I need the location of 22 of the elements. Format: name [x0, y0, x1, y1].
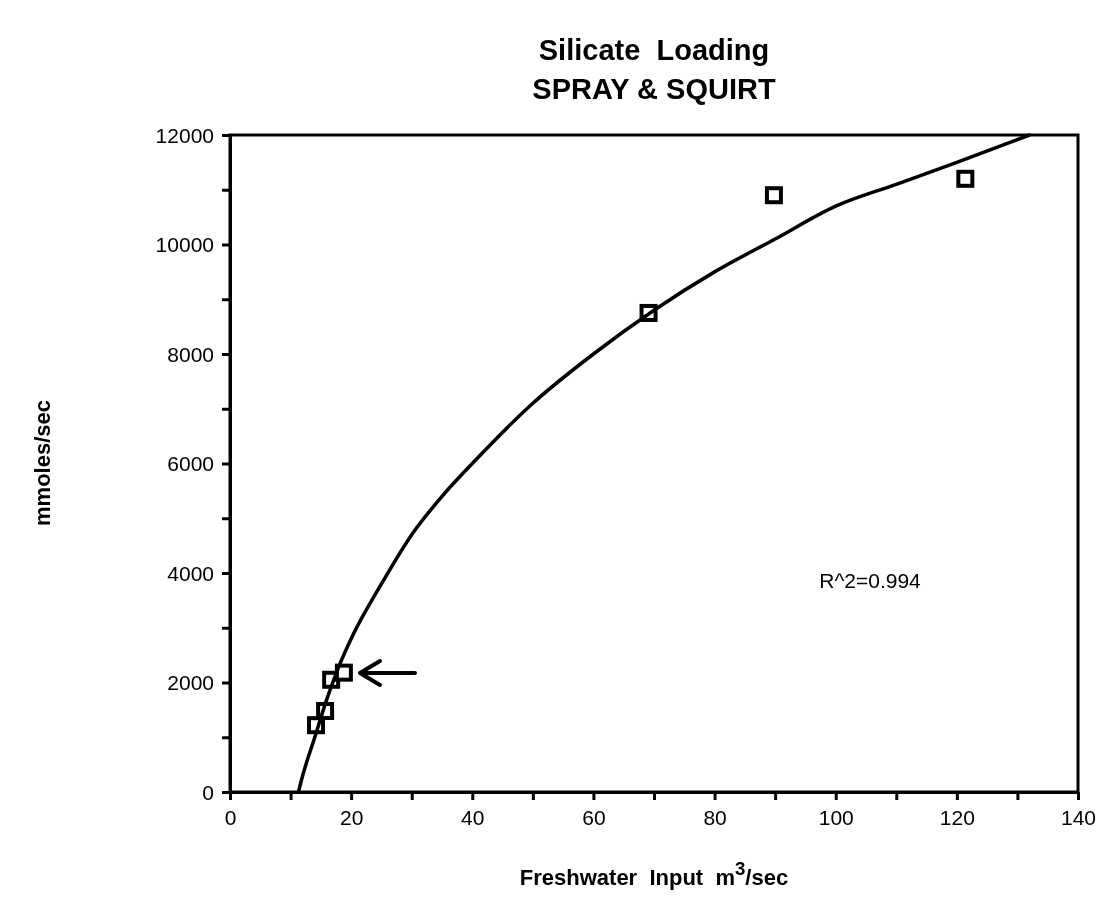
x-tick-label: 0: [224, 805, 237, 829]
point: [764, 186, 783, 205]
x-tick-label: 40: [461, 805, 485, 829]
x-tick-label: 100: [818, 805, 854, 829]
x-axis-title: Freshwater Input m$^{3}$/sec: [519, 857, 789, 890]
x-tick-label: 20: [339, 805, 364, 829]
annotation: R^2=0.994: [819, 569, 922, 592]
x-tick-label: 140: [1060, 805, 1097, 829]
y-tick-label: 2000: [167, 671, 214, 695]
y-tick-label: 0: [202, 780, 214, 804]
y-axis-title: mmoles/sec: [30, 400, 55, 526]
y-tick-label: 6000: [167, 452, 214, 476]
x-tick-label: 80: [703, 805, 727, 829]
y-tick-label: 10000: [155, 233, 214, 257]
point: [956, 169, 975, 188]
x-tick-label: 60: [582, 805, 606, 829]
y-tick-label: 12000: [155, 123, 214, 147]
chart-subtitle: SPRAY & SQUIRT: [532, 73, 776, 105]
y-tick-label: 8000: [167, 342, 214, 366]
chart-title: Silicate Loading: [538, 34, 770, 66]
x-tick-label: 120: [939, 805, 975, 829]
y-tick-label: 4000: [167, 561, 214, 585]
